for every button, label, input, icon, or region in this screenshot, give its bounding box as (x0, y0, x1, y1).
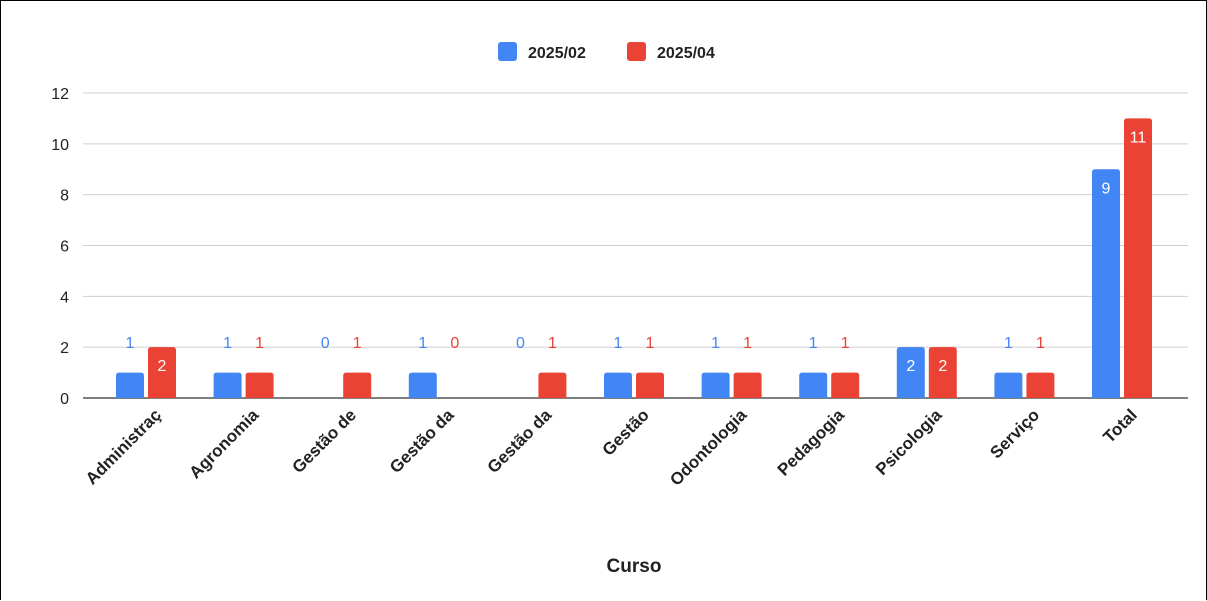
x-tick-label: Agronomia (186, 405, 263, 482)
bar (733, 372, 762, 398)
data-label: 0 (516, 335, 525, 352)
x-tick-label: Total (1100, 405, 1141, 446)
y-tick-label: 8 (60, 188, 69, 205)
bar (896, 347, 925, 398)
data-label: 1 (809, 335, 818, 352)
data-label: 0 (321, 335, 330, 352)
legend-label: 2025/02 (528, 45, 586, 62)
bar (148, 347, 176, 398)
data-label: 1 (126, 335, 135, 352)
bar (408, 372, 437, 398)
data-label: 1 (646, 335, 655, 352)
bar (604, 372, 632, 398)
data-label: 1 (353, 335, 362, 352)
bar (636, 372, 664, 398)
bar (701, 372, 730, 398)
bar (1092, 169, 1120, 398)
x-axis-title: Curso (607, 556, 662, 577)
x-tick-label: Gestão da (386, 405, 458, 477)
data-label: 2 (938, 358, 947, 375)
data-label: 1 (1004, 335, 1013, 352)
x-tick-label: Odontologia (666, 405, 751, 490)
data-label: 1 (711, 335, 720, 352)
x-tick-label: Pedagogia (774, 405, 849, 480)
legend-label: 2025/04 (657, 45, 715, 62)
data-label: 1 (548, 335, 557, 352)
legend-swatch (627, 42, 646, 61)
bar (1124, 118, 1152, 399)
y-tick-label: 0 (60, 391, 69, 408)
data-label: 9 (1102, 180, 1111, 197)
data-label: 2 (158, 358, 167, 375)
data-label: 1 (255, 335, 264, 352)
x-axis: Administraç Agronomia Gestão de Gestão da Ge… (82, 405, 1141, 490)
y-tick-label: 2 (60, 340, 69, 357)
y-tick-label: 4 (60, 289, 69, 306)
bar (831, 372, 860, 398)
bar (994, 372, 1023, 398)
bar (213, 372, 242, 398)
data-label: 1 (614, 335, 623, 352)
x-tick-label: Administraç (82, 405, 165, 488)
bar (799, 372, 828, 398)
bar (245, 372, 274, 398)
data-label: 1 (841, 335, 850, 352)
x-tick-label: Gestão da (484, 405, 556, 477)
bar (1026, 372, 1055, 398)
bar (116, 372, 144, 398)
y-tick-label: 10 (51, 137, 69, 154)
x-tick-label: Psicologia (872, 405, 946, 479)
bar (928, 347, 957, 398)
data-label: 1 (743, 335, 752, 352)
data-label: 1 (223, 335, 232, 352)
x-tick-label: Serviço (986, 405, 1043, 462)
grid-lines (83, 92, 1188, 399)
data-label: 1 (418, 335, 427, 352)
y-tick-label: 12 (51, 86, 69, 103)
y-tick-label: 6 (60, 239, 69, 256)
data-label: 2 (906, 358, 915, 375)
bar (538, 372, 567, 398)
data-label: 1 (1036, 335, 1045, 352)
legend-swatch (498, 42, 517, 61)
data-label: 0 (450, 335, 459, 352)
bar (343, 372, 372, 398)
legend: 2025/02 2025/04 (498, 42, 715, 62)
data-label: 11 (1130, 129, 1147, 146)
y-axis: 0 2 4 6 8 10 12 (51, 86, 69, 408)
x-tick-label: Gestão de (288, 405, 360, 477)
x-tick-label: Gestão (599, 405, 653, 459)
